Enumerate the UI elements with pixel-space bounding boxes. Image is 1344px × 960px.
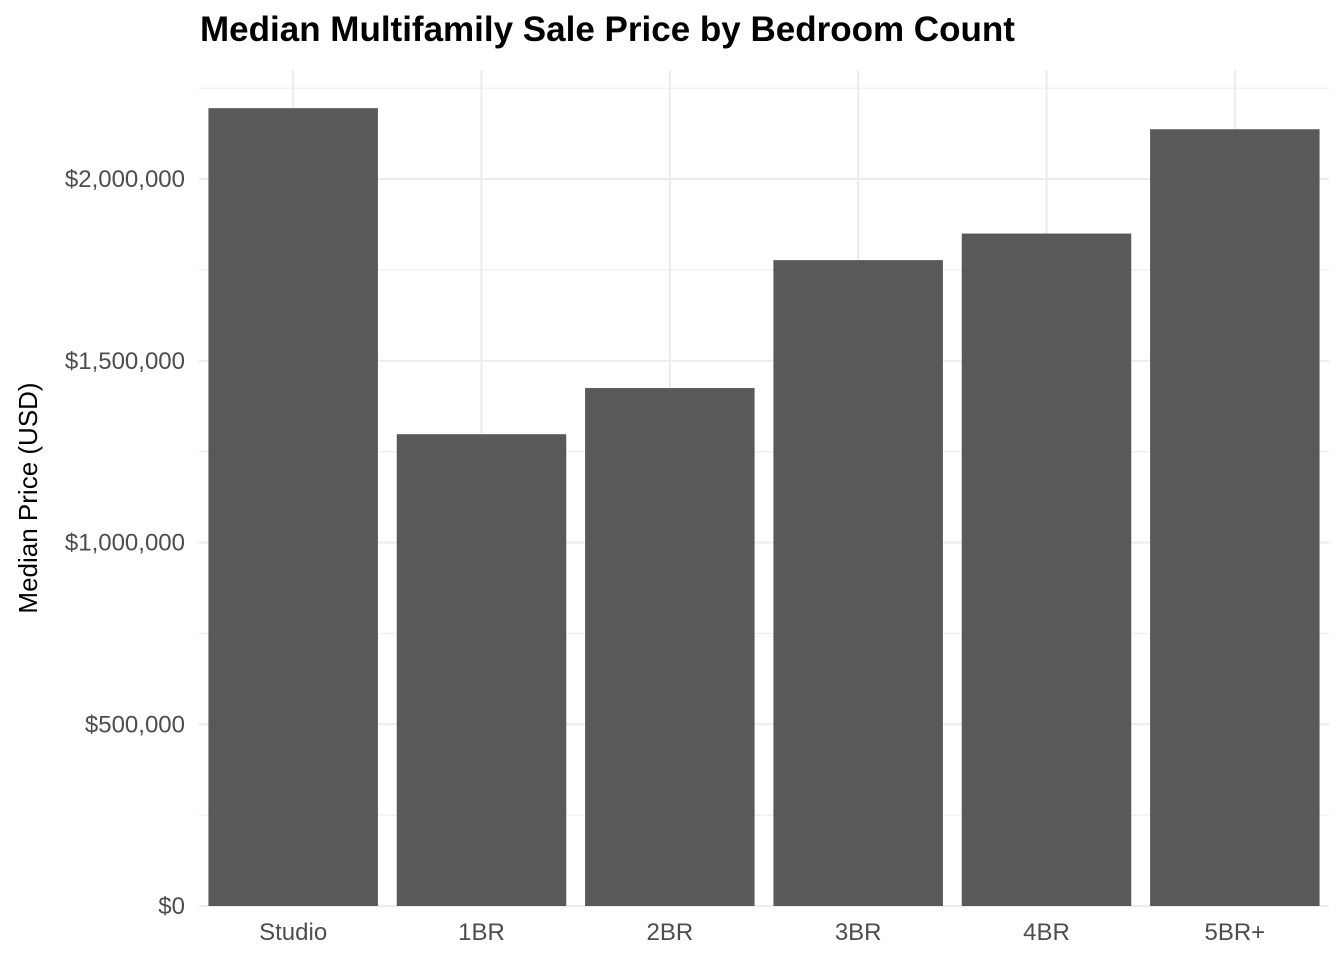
x-tick-label: 4BR <box>1023 919 1070 946</box>
x-tick-label: 2BR <box>646 919 693 946</box>
y-tick-label: $1,000,000 <box>65 530 185 557</box>
bar-studio <box>208 108 378 906</box>
x-tick-label: Studio <box>259 919 327 946</box>
y-tick-label: $2,000,000 <box>65 166 185 193</box>
bar-1br <box>396 434 567 906</box>
x-tick-label: 3BR <box>835 919 882 946</box>
y-tick-label: $0 <box>158 893 185 920</box>
bar-layer <box>208 108 1320 907</box>
bar-4br <box>961 233 1132 907</box>
x-axis-tick-labels: Studio 1BR 2BR 3BR 4BR 5BR+ <box>259 919 1265 946</box>
y-axis-tick-labels: $0 $500,000 $1,000,000 $1,500,000 $2,000,000 <box>65 166 185 920</box>
y-tick-label: $500,000 <box>85 711 185 738</box>
x-tick-label: 5BR+ <box>1204 919 1265 946</box>
chart-title: Median Multifamily Sale Price by Bedroom… <box>200 10 1015 49</box>
bar-3br <box>773 260 943 906</box>
y-axis-title: Median Price (USD) <box>13 382 43 613</box>
bar-2br <box>585 388 755 907</box>
x-tick-label: 1BR <box>458 919 505 946</box>
bar-5br <box>1150 129 1320 907</box>
y-tick-label: $1,500,000 <box>65 348 185 375</box>
